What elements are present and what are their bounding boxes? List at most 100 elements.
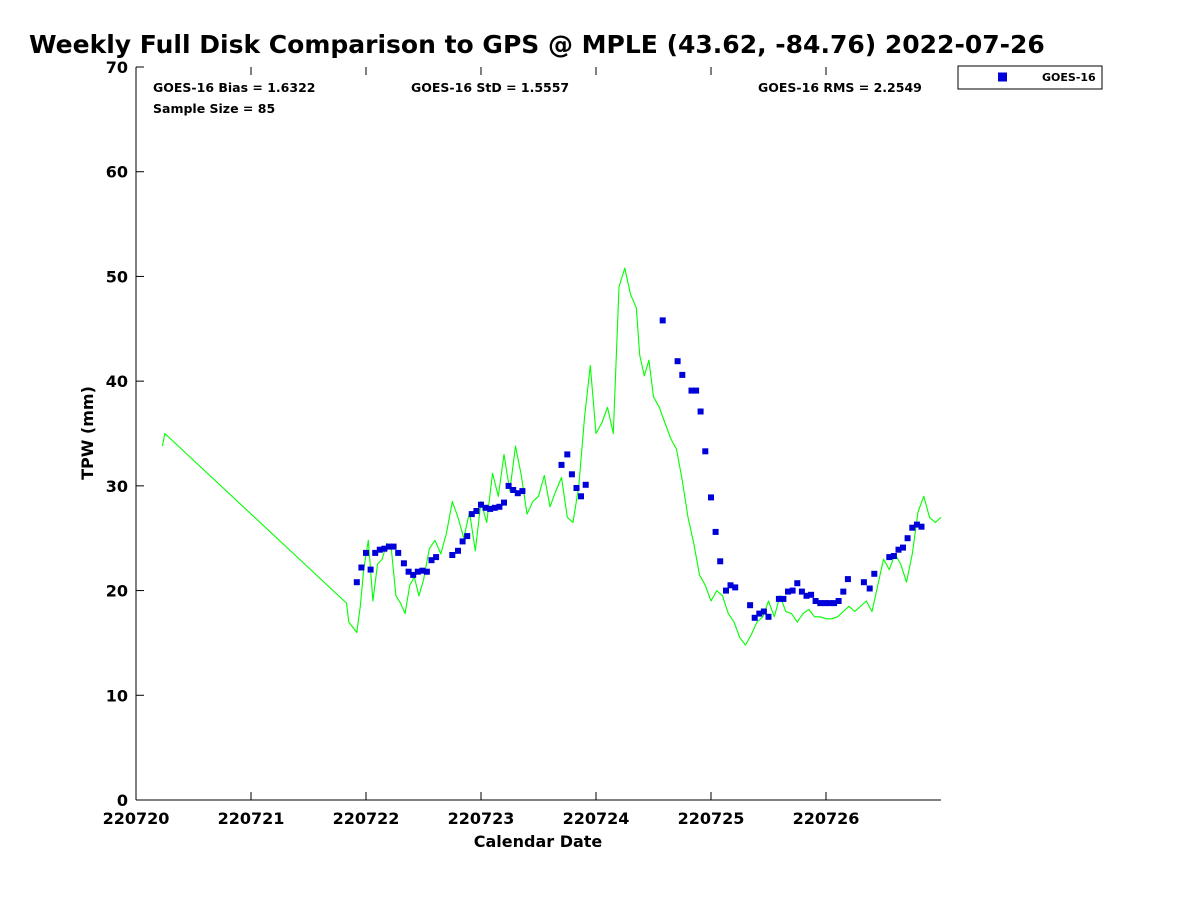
goes-data-point	[353, 579, 360, 586]
goes-data-point	[840, 588, 847, 595]
x-tick-label: 220721	[218, 809, 285, 828]
x-axis-label: Calendar Date	[474, 832, 603, 851]
goes-data-point	[433, 554, 440, 561]
goes-data-point	[697, 408, 704, 415]
goes-data-point	[582, 481, 589, 488]
goes-data-point	[367, 566, 374, 573]
goes-data-point	[478, 501, 484, 508]
goes-data-point	[708, 494, 714, 501]
goes-data-point	[860, 579, 867, 586]
goes-data-point	[519, 488, 526, 495]
goes-data-point	[674, 358, 681, 365]
goes-data-point	[913, 521, 920, 528]
x-tick-label: 220722	[333, 809, 400, 828]
goes-data-point	[812, 598, 819, 604]
goes-data-point	[372, 549, 379, 556]
goes-data-point	[895, 546, 902, 553]
goes-data-point	[909, 524, 916, 531]
y-tick-label: 60	[106, 163, 128, 182]
goes-data-point	[785, 588, 791, 595]
goes-data-point	[756, 610, 763, 617]
y-tick-label: 70	[106, 58, 128, 77]
goes-data-point	[798, 588, 805, 595]
y-tick-label: 50	[106, 267, 128, 286]
legend-goes-label: GOES-16	[1042, 71, 1096, 84]
goes-data-point	[717, 558, 724, 565]
goes-data-point	[423, 568, 430, 575]
goes-data-point	[831, 600, 838, 607]
goes-data-point	[405, 568, 412, 575]
goes-data-point	[844, 576, 851, 583]
gps-series-line	[161, 267, 942, 646]
goes-data-point	[568, 471, 575, 478]
x-axis: 220720 220721 220722 220723 220724 220725 2207…	[103, 67, 860, 828]
goes-data-point	[817, 600, 824, 607]
goes-data-point	[918, 523, 925, 530]
goes-data-point	[386, 543, 392, 550]
legend-box	[957, 65, 1103, 90]
goes-data-point	[578, 493, 584, 500]
goes-data-point	[835, 598, 842, 604]
goes-data-point	[395, 549, 402, 556]
goes-data-point	[459, 538, 466, 545]
goes-data-point	[900, 544, 906, 551]
goes-data-point	[712, 528, 719, 535]
goes-data-point	[732, 584, 739, 591]
goes-data-point	[505, 482, 512, 489]
y-tick-label: 0	[117, 791, 128, 810]
goes-data-point	[751, 614, 758, 621]
goes-data-point	[573, 485, 580, 491]
goes-data-point	[464, 533, 471, 540]
goes-data-point	[449, 552, 456, 558]
x-tick-label: 220725	[678, 809, 745, 828]
goes-data-point	[510, 487, 517, 493]
goes-data-point	[747, 602, 754, 609]
y-tick-label: 10	[106, 686, 128, 705]
goes-data-point	[428, 557, 435, 564]
goes-data-point	[381, 545, 388, 552]
goes-data-point	[414, 568, 421, 575]
goes-data-point	[765, 613, 772, 620]
y-axis: 0 10 20 30 40 50 60 70	[106, 58, 144, 810]
legend: GOES-16	[957, 65, 1103, 90]
goes-data-point	[727, 582, 734, 589]
goes-data-point	[558, 461, 565, 468]
goes-data-point	[363, 549, 369, 556]
goes-data-point	[473, 508, 480, 514]
goes-data-point	[410, 571, 417, 578]
goes-data-point	[723, 587, 729, 594]
goes-data-point	[487, 505, 494, 512]
sample-size-stat: Sample Size = 85	[153, 101, 275, 116]
goes-data-point	[904, 535, 911, 542]
x-tick-label: 220723	[448, 809, 515, 828]
goes-data-point	[775, 595, 782, 602]
goes-data-point	[419, 567, 426, 574]
goes-data-point	[871, 570, 878, 577]
goes-data-point	[688, 387, 695, 394]
goes-data-point	[659, 317, 666, 324]
goes-data-point	[886, 554, 893, 561]
goes-data-point	[803, 592, 810, 599]
goes-data-point	[491, 504, 498, 511]
goes-data-point	[468, 511, 475, 518]
x-tick-label: 220726	[793, 809, 860, 828]
legend-goes-marker	[998, 72, 1007, 82]
bias-stat: GOES-16 Bias = 1.6322	[153, 80, 315, 95]
plot-frame	[135, 67, 941, 801]
goes-data-point	[400, 560, 407, 567]
goes-data-point	[826, 600, 833, 607]
chart-title: Weekly Full Disk Comparison to GPS @ MPL…	[29, 30, 1045, 59]
goes-data-point	[821, 600, 828, 607]
goes-data-point	[679, 371, 686, 378]
std-stat: GOES-16 StD = 1.5557	[411, 80, 569, 95]
goes-data-point	[514, 490, 521, 497]
y-tick-label: 40	[106, 372, 128, 391]
goes-data-point	[496, 503, 503, 510]
goes-data-point	[890, 553, 897, 559]
goes-data-point	[780, 595, 787, 602]
goes-data-point	[358, 564, 365, 571]
x-tick-label: 220720	[103, 809, 170, 828]
goes-data-point	[794, 580, 801, 587]
y-axis-label: TPW (mm)	[78, 386, 97, 480]
